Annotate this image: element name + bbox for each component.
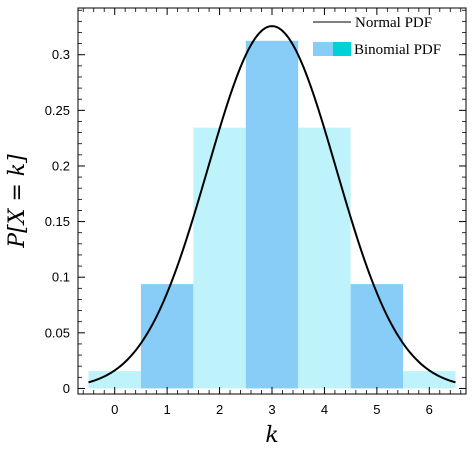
legend-swatch-right	[333, 42, 351, 56]
y-tick-label: 0	[63, 381, 70, 396]
x-tick-label: 4	[321, 402, 328, 417]
bars-layer	[88, 40, 456, 389]
x-axis-title: k	[265, 423, 278, 448]
x-tick-label: 3	[268, 402, 275, 417]
bar-k-4	[298, 127, 351, 389]
y-tick-label: 0.3	[52, 47, 70, 62]
bar-k-0	[88, 371, 141, 389]
y-tick-label: 0.25	[45, 103, 70, 118]
curve-layer	[88, 25, 456, 384]
legend-swatch-left	[313, 42, 333, 56]
legend-label-normal: Normal PDF	[355, 15, 432, 31]
y-tick-label: 0.1	[52, 270, 70, 285]
y-tick-label: 0.2	[52, 158, 70, 173]
y-axis-title: P[X = k]	[5, 154, 30, 249]
x-tick-label: 1	[164, 402, 171, 417]
bar-k-5	[350, 284, 404, 389]
x-tick-label: 5	[373, 402, 380, 417]
x-tick-label: 0	[111, 402, 118, 417]
legend-label-binomial: Binomial PDF	[354, 42, 441, 58]
legend: Normal PDF Binomial PDF	[313, 15, 441, 58]
normal-pdf-curve	[88, 25, 456, 384]
bar-k-6	[403, 371, 456, 389]
axes-layer: 0 0.05 0.1 0.15 0.2 0.25 0.3 0 1 2 3 4 5 6	[45, 7, 467, 417]
y-tick-label: 0.05	[45, 325, 70, 340]
y-tick-label: 0.15	[45, 214, 70, 229]
bar-k-2	[193, 127, 246, 389]
x-tick-label: 2	[216, 402, 223, 417]
bar-k-3	[245, 40, 299, 389]
x-tick-label: 6	[426, 402, 433, 417]
bar-k-1	[140, 284, 194, 389]
